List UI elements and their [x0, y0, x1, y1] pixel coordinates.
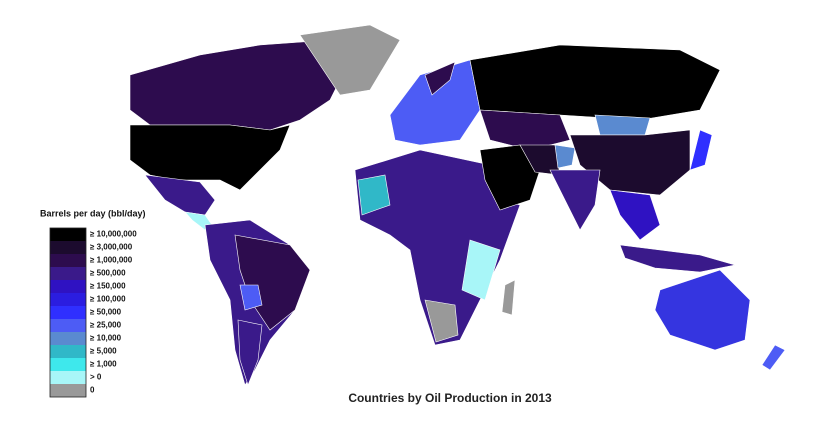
legend-label: ≥ 5,000: [90, 347, 117, 356]
legend-swatch: [50, 345, 86, 358]
legend-label: ≥ 500,000: [90, 269, 126, 278]
legend-frame: [49, 227, 87, 398]
west-sahara: [357, 174, 391, 216]
legend-title: Barrels per day (bbl/day): [40, 208, 146, 218]
legend-label: ≥ 3,000,000: [90, 243, 133, 252]
world-map: [129, 24, 786, 386]
legend-swatch: [50, 254, 86, 267]
southeast-asia: [609, 189, 661, 241]
legend-label: ≥ 10,000: [90, 334, 122, 343]
legend: ≥ 10,000,000 ≥ 3,000,000 ≥ 1,000,000 ≥ 500,…: [49, 227, 137, 398]
indonesia: [619, 244, 736, 273]
legend-swatch: [50, 319, 86, 332]
legend-label: ≥ 100,000: [90, 295, 126, 304]
east-africa: [461, 239, 501, 301]
legend-swatch: [50, 280, 86, 293]
europe: [389, 59, 481, 146]
legend-label: ≥ 25,000: [90, 321, 122, 330]
southern-africa: [424, 299, 459, 343]
legend-label: ≥ 1,000: [90, 360, 117, 369]
united-states: [129, 124, 291, 191]
legend-swatch: [50, 384, 86, 397]
mexico: [144, 174, 216, 216]
japan: [689, 129, 713, 171]
legend-label: 0: [90, 386, 95, 395]
legend-label: ≥ 50,000: [90, 308, 122, 317]
legend-swatch: [50, 293, 86, 306]
map-title: Countries by Oil Production in 2013: [348, 391, 552, 405]
legend-label: ≥ 10,000,000: [90, 230, 137, 239]
madagascar: [501, 279, 516, 316]
legend-swatch: [50, 241, 86, 254]
afghanistan: [554, 144, 576, 169]
brazil: [234, 234, 311, 331]
legend-label: ≥ 1,000,000: [90, 256, 133, 265]
australia: [654, 269, 751, 351]
norway: [424, 61, 456, 96]
legend-label: ≥ 150,000: [90, 282, 126, 291]
legend-swatch: [50, 332, 86, 345]
central-asia: [479, 109, 571, 151]
russia: [469, 44, 721, 121]
argentina: [237, 319, 263, 386]
india: [549, 169, 601, 231]
legend-label: > 0: [90, 373, 102, 382]
legend-swatch: [50, 267, 86, 280]
greenland: [299, 24, 401, 96]
paraguay: [239, 284, 263, 311]
legend-swatch: [50, 306, 86, 319]
legend-swatch: [50, 228, 86, 241]
legend-swatch: [50, 371, 86, 384]
canada: [129, 39, 351, 131]
mongolia: [594, 114, 651, 136]
new-zealand: [761, 344, 786, 371]
legend-swatch: [50, 358, 86, 371]
